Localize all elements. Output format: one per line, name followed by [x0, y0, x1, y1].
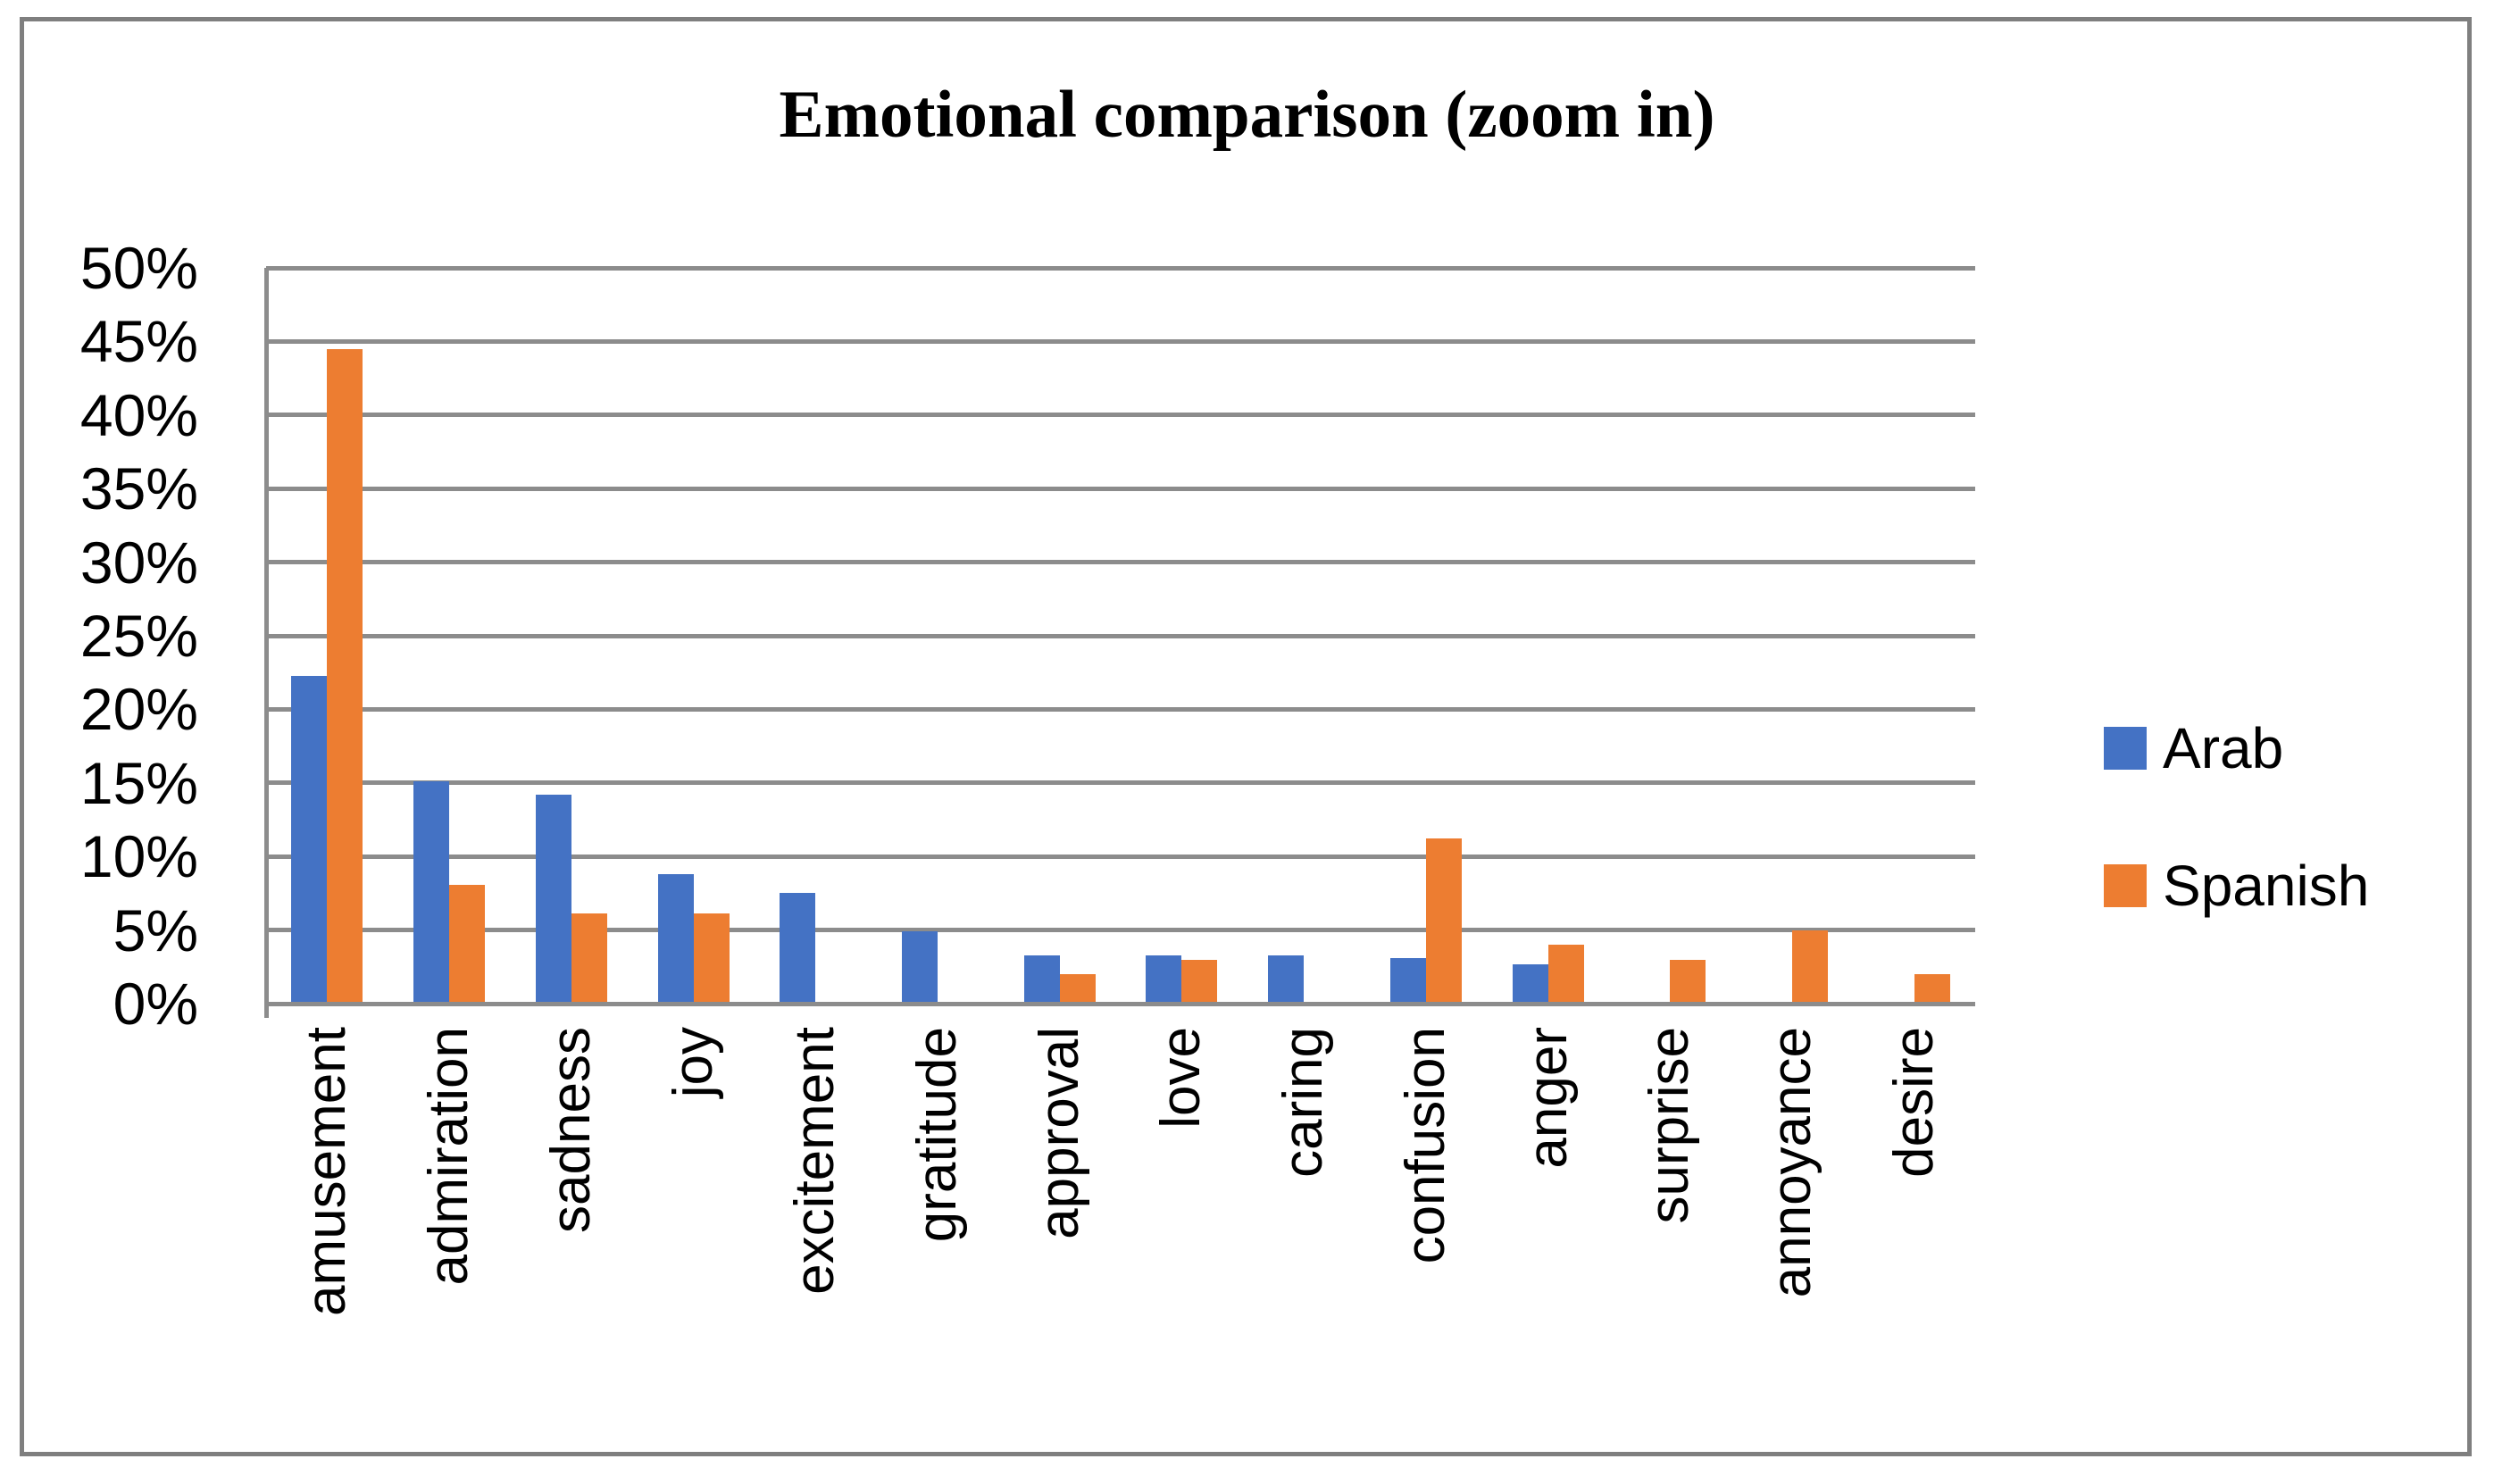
bar-arab-love [1146, 955, 1182, 1004]
gridline-40% [266, 413, 1975, 418]
y-tick-label-5%: 5% [113, 896, 198, 963]
bar-spanish-surprise [1670, 959, 1706, 1004]
bar-arab-excitement [780, 893, 816, 1004]
bar-arab-admiration [413, 781, 450, 1004]
x-category-label-excitement: excitement [784, 1027, 847, 1295]
gridline-30% [266, 560, 1975, 565]
y-tick-label-20%: 20% [79, 676, 198, 743]
legend-label-arab: Arab [2163, 716, 2284, 780]
y-tick-label-10%: 10% [79, 823, 198, 890]
bar-spanish-approval [1059, 974, 1096, 1004]
bar-arab-gratitude [901, 931, 938, 1004]
bar-spanish-desire [1914, 974, 1950, 1004]
y-tick-label-45%: 45% [79, 308, 198, 375]
bar-spanish-admiration [449, 884, 486, 1004]
gridline-25% [266, 633, 1975, 638]
chart-title: Emotional comparison (zoom in) [779, 78, 1715, 152]
x-category-label-confusion: confusion [1394, 1027, 1456, 1264]
gridline-20% [266, 706, 1975, 712]
y-tick-label-15%: 15% [79, 749, 198, 816]
x-category-label-annoyance: annoyance [1760, 1027, 1823, 1298]
x-category-label-anger: anger [1516, 1027, 1579, 1169]
gridline-15% [266, 780, 1975, 786]
bar-arab-caring [1268, 955, 1305, 1004]
legend-swatch-spanish-icon [2104, 864, 2147, 907]
x-category-label-admiration: admiration [418, 1027, 480, 1286]
legend-label-spanish: Spanish [2163, 854, 2370, 918]
y-tick-label-40%: 40% [79, 381, 198, 448]
gridline-35% [266, 486, 1975, 491]
bar-arab-confusion [1389, 957, 1426, 1004]
legend-item-spanish: Spanish [2104, 854, 2370, 918]
bar-spanish-confusion [1425, 838, 1462, 1004]
bar-spanish-love [1181, 959, 1218, 1004]
x-category-label-approval: approval [1028, 1027, 1090, 1239]
x-category-label-amusement: amusement [296, 1027, 358, 1316]
y-tick-label-30%: 30% [79, 529, 198, 596]
gridline-50% [266, 265, 1975, 271]
x-category-label-surprise: surprise [1639, 1027, 1701, 1224]
legend-swatch-arab-icon [2104, 727, 2147, 770]
bar-arab-approval [1023, 955, 1060, 1004]
x-category-label-gratitude: gratitude [905, 1027, 968, 1243]
y-tick-label-0%: 0% [113, 971, 198, 1037]
gridline-10% [266, 854, 1975, 859]
bar-spanish-amusement [327, 348, 363, 1004]
bar-arab-joy [657, 873, 694, 1004]
bar-spanish-joy [693, 913, 730, 1004]
legend-item-arab: Arab [2104, 716, 2284, 780]
y-tick-label-35%: 35% [79, 455, 198, 522]
y-tick-label-50%: 50% [79, 235, 198, 301]
x-category-label-sadness: sadness [539, 1027, 602, 1233]
plot-area [264, 265, 1975, 1018]
y-tick-label-25%: 25% [79, 603, 198, 669]
x-category-label-joy: joy [662, 1027, 724, 1098]
bar-arab-sadness [535, 794, 571, 1004]
bar-arab-amusement [291, 675, 328, 1004]
y-axis-line [264, 268, 269, 1018]
bar-spanish-anger [1547, 945, 1584, 1004]
x-category-label-love: love [1150, 1027, 1213, 1129]
x-category-label-desire: desire [1882, 1027, 1945, 1178]
x-category-label-caring: caring [1272, 1027, 1335, 1178]
bar-spanish-sadness [571, 913, 607, 1004]
bar-spanish-annoyance [1791, 930, 1828, 1004]
gridline-0% [266, 1001, 1975, 1006]
gridline-5% [266, 928, 1975, 933]
bar-arab-anger [1512, 963, 1548, 1004]
figure-border-frame [20, 17, 2472, 1456]
gridline-45% [266, 338, 1975, 344]
